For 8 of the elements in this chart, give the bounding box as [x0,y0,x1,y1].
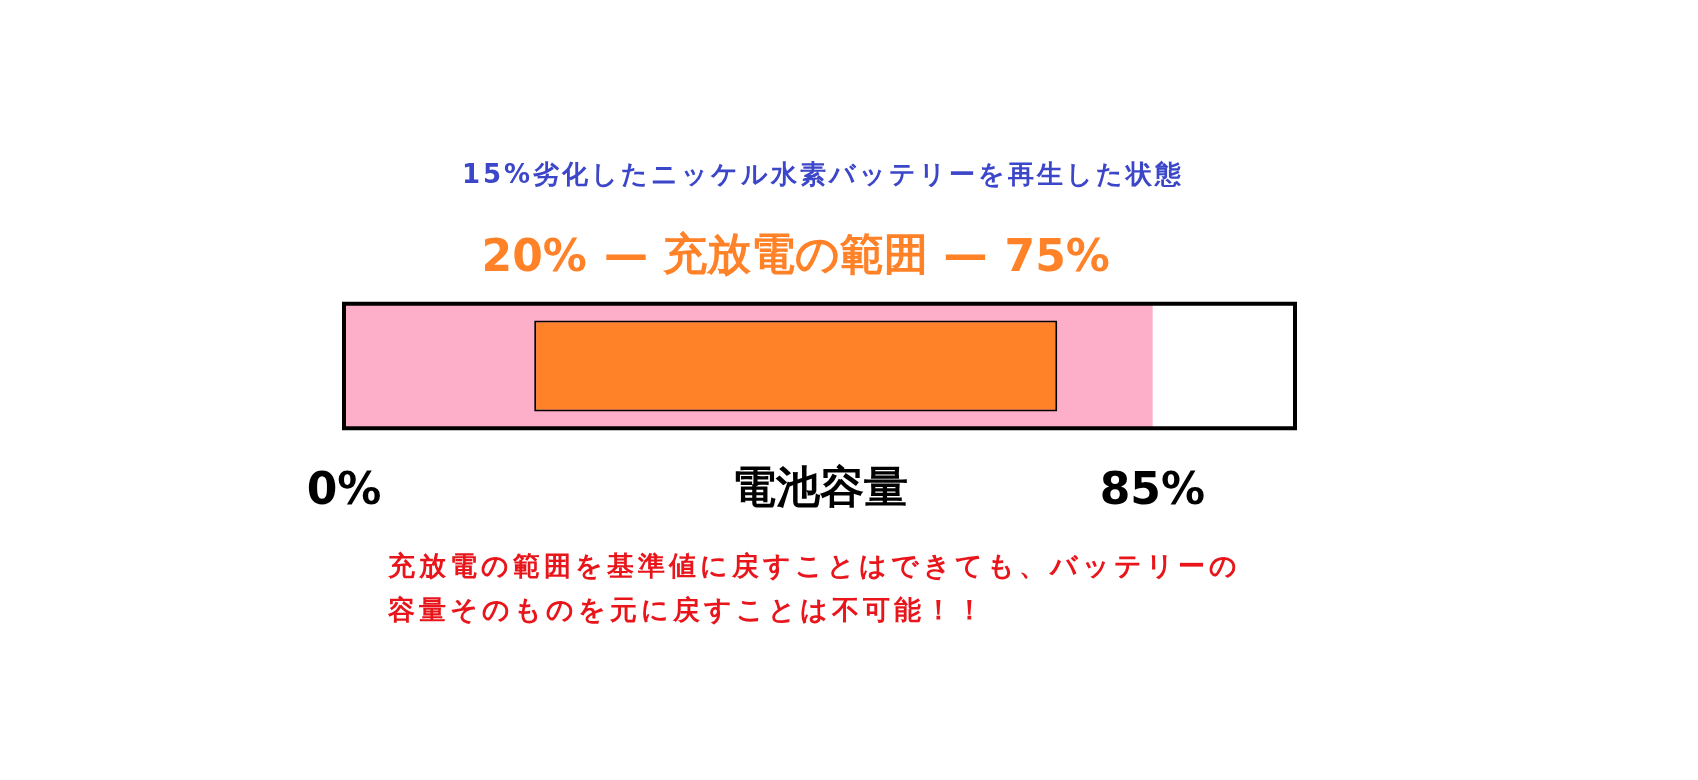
x-axis-title: 電池容量 [731,460,908,512]
series-label: — 充放電の範囲 — [603,228,988,280]
x-tick-label: 0% [306,463,382,515]
x-tick-label: 85% [1099,463,1206,515]
x2-tick-label: 75% [1004,229,1110,281]
chart-title: 15%劣化したニッケル水素バッテリーを再生した状態 [460,158,1186,190]
annotation: 充放電の範囲を基準値に戻すことはできても、バッテリーの容量そのものを元に戻すことは不可能！！ [388,549,1242,627]
x2-tick-label: 20% [481,229,587,281]
